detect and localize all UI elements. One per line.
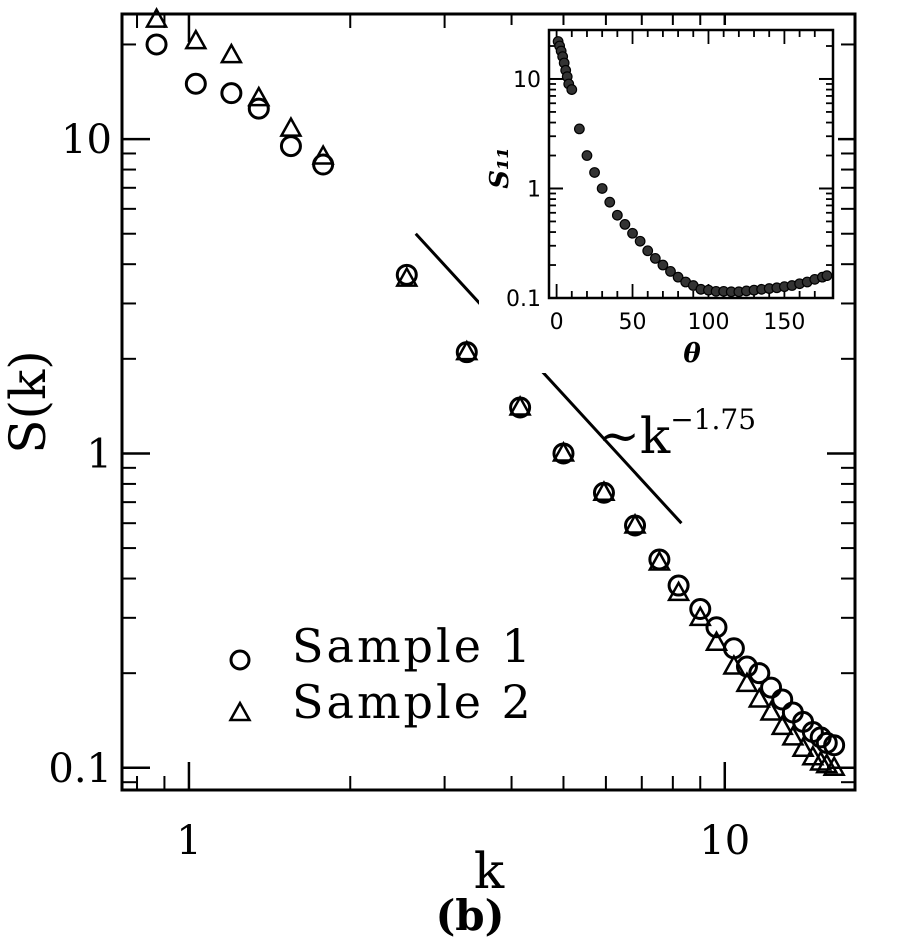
inset-data-marks	[552, 36, 833, 298]
sample-2-point	[822, 755, 846, 777]
y-axis-label: S(k)	[0, 350, 57, 454]
inset-point	[611, 209, 623, 221]
x-axis-label: k	[474, 842, 505, 900]
sample-2-point	[184, 28, 208, 50]
inset-point	[657, 259, 669, 271]
inset-x-axis-label: θ	[683, 339, 701, 369]
sample-1-point	[592, 481, 615, 504]
inset-point	[672, 271, 684, 283]
inset-point	[821, 270, 833, 282]
inset-y-tick-label: 0.1	[506, 287, 541, 312]
sample-1-point	[648, 548, 671, 571]
inset-point	[604, 196, 616, 208]
inset-point	[642, 245, 654, 257]
sample-2-point	[666, 580, 691, 602]
sample-2-point	[704, 630, 729, 651]
inset-point	[619, 218, 631, 230]
sample-1-point	[509, 396, 532, 419]
inset-chart: 0 50 100 150 0.1 1 10 θ S₁₁	[479, 25, 838, 373]
sample-1-point	[184, 72, 207, 95]
y-tick-label: 0.1	[48, 746, 112, 792]
sample-1-point	[624, 514, 647, 537]
sample-2-point	[735, 671, 759, 693]
inset-y-tick-label: 10	[513, 68, 541, 93]
x-tick-label: 1	[176, 818, 201, 864]
power-law-annotation: ~k−1.75	[598, 403, 756, 465]
x-tick-label: 10	[699, 818, 750, 864]
legend-label-sample-2: Sample 2	[292, 675, 534, 729]
inset-point	[596, 183, 608, 194]
sample-1-point	[705, 616, 728, 639]
sample-2-point	[551, 440, 576, 462]
sample-1-point	[220, 82, 243, 105]
sample-1-point	[455, 341, 478, 364]
power-law-annotation-base: ~k	[598, 407, 671, 465]
inset-x-tick-label: 100	[687, 310, 729, 335]
sample-1-point	[395, 263, 418, 286]
figure-caption: (b)	[435, 891, 504, 939]
inset-point	[665, 265, 676, 277]
sample-1-point	[722, 637, 745, 660]
sample-2-point	[508, 394, 532, 416]
sample-2-point	[770, 714, 794, 736]
sample-1-point	[771, 688, 794, 711]
sample-1-point	[823, 734, 846, 757]
legend: Sample 1 Sample 2	[228, 619, 534, 729]
sample-2-point	[592, 480, 616, 501]
legend-label-sample-1: Sample 1	[292, 619, 534, 673]
sample-2-point	[809, 749, 833, 771]
inset-tick-labels: 0 50 100 150 0.1 1 10	[506, 68, 805, 335]
sample-1-point	[689, 598, 712, 621]
y-tick-label: 10	[61, 117, 112, 163]
legend-marker-sample-1	[229, 649, 251, 671]
sample-1-point	[145, 33, 168, 56]
inset-point	[634, 235, 646, 247]
sample-1-point	[760, 676, 783, 699]
inset-point	[581, 150, 593, 161]
y-tick-label: 1	[87, 431, 112, 477]
inset-plot-frame	[547, 28, 835, 300]
inset-point	[566, 84, 578, 95]
sample-2-point	[455, 339, 479, 361]
inset-x-tick-label: 150	[763, 310, 805, 335]
sample-2-point	[781, 724, 805, 746]
sample-2-point	[144, 7, 169, 28]
sample-2-point	[791, 736, 815, 757]
inset-y-axis-label: S₁₁	[485, 147, 515, 189]
sample-1-point	[667, 574, 690, 597]
inset-x-tick-label: 50	[619, 310, 647, 335]
inset-point	[589, 167, 600, 178]
sample-2-point	[219, 42, 244, 64]
sample-1-point	[312, 153, 335, 176]
power-law-guide-line	[414, 232, 683, 525]
inset-point	[627, 227, 638, 239]
main-data-marks	[144, 7, 846, 777]
legend-marker-sample-2	[228, 700, 252, 722]
sample-1-point	[748, 662, 771, 685]
sample-2-point	[747, 686, 771, 708]
sample-2-point	[279, 116, 303, 137]
sample-1-point	[247, 97, 270, 120]
sample-1-point	[735, 655, 758, 678]
main-plot-frame	[120, 12, 857, 792]
inset-y-tick-label: 1	[527, 177, 541, 202]
inset-point	[573, 123, 585, 135]
sample-2-point	[759, 699, 783, 721]
inset-x-tick-label: 0	[550, 310, 564, 335]
sample-2-point	[623, 512, 647, 534]
sample-2-point	[247, 85, 271, 107]
inset-point	[649, 252, 661, 264]
sample-1-point	[279, 135, 302, 158]
inset-background	[479, 25, 838, 373]
sample-1-point	[552, 442, 575, 465]
power-law-annotation-exponent: −1.75	[670, 403, 756, 436]
